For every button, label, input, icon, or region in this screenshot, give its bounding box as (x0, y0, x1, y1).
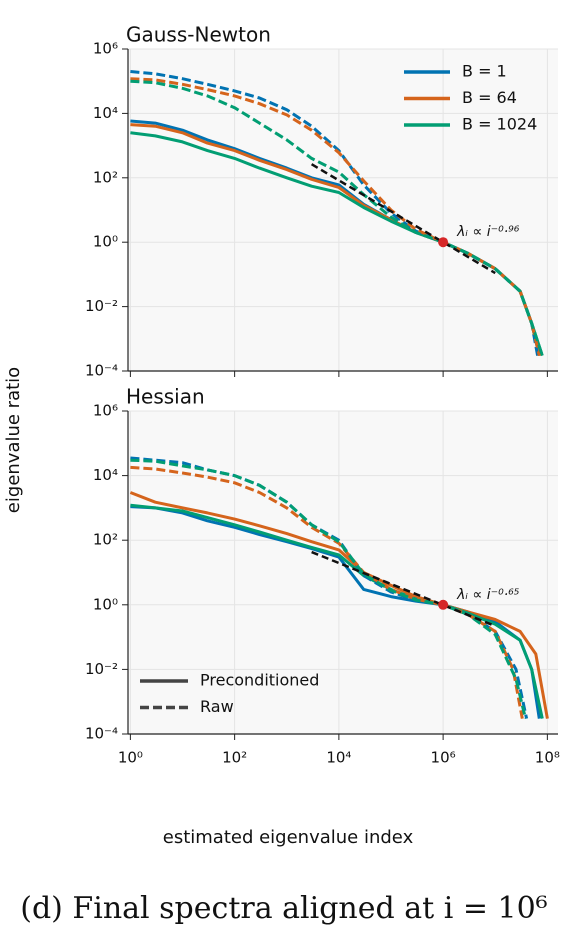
annotation: λᵢ ∝ i⁻⁰·⁹⁶ (456, 224, 520, 240)
y-tick-label: 10⁶ (93, 402, 118, 420)
y-tick-label: 10⁻⁴ (85, 725, 118, 743)
x-tick-label: 10⁶ (431, 749, 456, 767)
y-tick-label: 10⁻² (85, 297, 118, 315)
legend-label: B = 1 (462, 62, 507, 81)
fit-line (310, 163, 496, 275)
panel-title: Hessian (126, 385, 205, 409)
legend-label: Preconditioned (200, 671, 319, 690)
legend-label: B = 64 (462, 88, 517, 107)
series-line (129, 491, 549, 719)
y-tick-label: 10² (93, 168, 118, 186)
series-line (130, 505, 541, 719)
y-axis-label: eigenvalue ratio (3, 367, 24, 513)
anchor-point (438, 599, 449, 610)
legend-label: Raw (200, 697, 234, 716)
y-tick-label: 10² (93, 531, 118, 549)
x-tick-label: 10⁸ (535, 749, 560, 767)
plot-area (128, 49, 558, 371)
annotation: λᵢ ∝ i⁻⁰·⁶⁵ (456, 587, 520, 603)
y-tick-label: 10⁶ (93, 40, 118, 58)
y-tick-label: 10⁰ (93, 595, 118, 613)
x-axis-label: estimated eigenvalue index (163, 827, 414, 848)
x-tick-label: 10⁰ (118, 749, 143, 767)
anchor-point (438, 237, 449, 248)
panel-title: Gauss-Newton (126, 23, 271, 47)
series-line (130, 458, 527, 719)
y-tick-label: 10⁰ (93, 233, 118, 251)
legend-label: B = 1024 (462, 115, 537, 134)
x-tick-label: 10² (222, 749, 247, 767)
y-tick-label: 10⁻⁴ (85, 362, 118, 380)
series-line (130, 503, 544, 719)
series-line (130, 79, 544, 357)
plot-area (128, 411, 558, 734)
x-tick-label: 10⁴ (326, 749, 351, 767)
caption: (d) Final spectra aligned at i = 10⁶ (20, 891, 547, 926)
y-tick-label: 10⁴ (93, 104, 118, 122)
lines (129, 456, 549, 719)
lines (130, 70, 544, 357)
series-line (130, 465, 524, 719)
y-tick-label: 10⁴ (93, 466, 118, 484)
y-tick-label: 10⁻² (85, 660, 118, 678)
